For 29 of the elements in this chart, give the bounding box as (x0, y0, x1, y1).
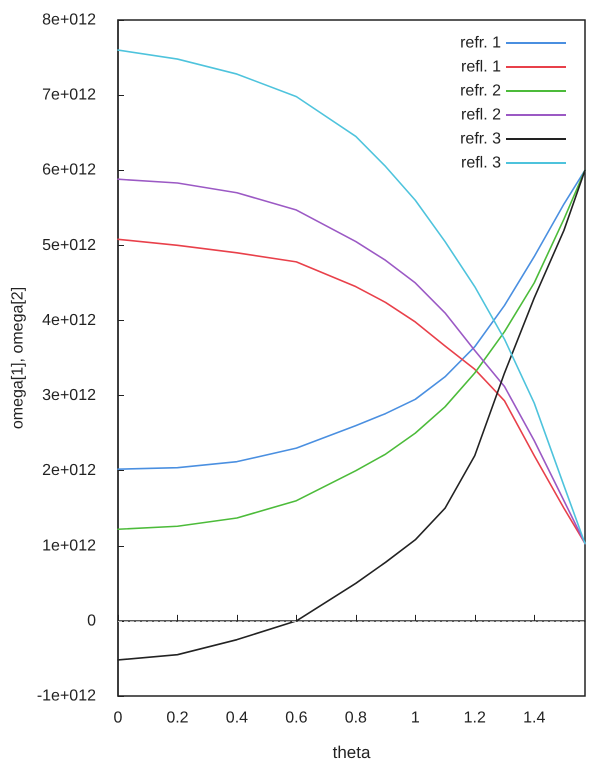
x-tick-label: 0.6 (285, 710, 308, 726)
y-tick-label: -1e+012 (36, 688, 96, 704)
x-tick-label: 1.2 (464, 710, 486, 726)
x-tick-label: 0.8 (344, 710, 368, 726)
y-tick-label: 1e+012 (42, 537, 96, 554)
x-tick-label: 1.4 (523, 710, 546, 726)
x-tick-label: 0.4 (226, 710, 248, 726)
legend-label: refl. 2 (460, 106, 502, 124)
y-tick-label: 4e+012 (42, 312, 96, 329)
x-tick-label: 1 (410, 710, 420, 726)
x-tick-label: 0 (114, 710, 123, 726)
y-axis-title: omega[1], omega[2] (9, 286, 26, 430)
line-series (117, 169, 586, 470)
line-series (117, 238, 586, 544)
x-axis-title: theta (332, 743, 371, 762)
legend-label: refr. 1 (460, 34, 502, 52)
y-tick-label: 8e+012 (42, 12, 96, 28)
legend-label: refl. 3 (460, 154, 502, 172)
y-tick-label: 7e+012 (42, 86, 96, 104)
y-tick-label: 2e+012 (42, 462, 96, 480)
legend-label: refr. 2 (460, 82, 502, 100)
x-tick-label: 0.2 (166, 710, 189, 726)
y-tick-label: 0 (87, 612, 96, 630)
legend-label: refl. 1 (460, 58, 502, 76)
line-series (117, 49, 586, 544)
legend-label: refr. 3 (460, 130, 502, 148)
y-tick-label: 3e+012 (42, 387, 96, 404)
y-tick-label: 5e+012 (42, 236, 96, 254)
y-tick-label: 6e+012 (42, 162, 96, 179)
